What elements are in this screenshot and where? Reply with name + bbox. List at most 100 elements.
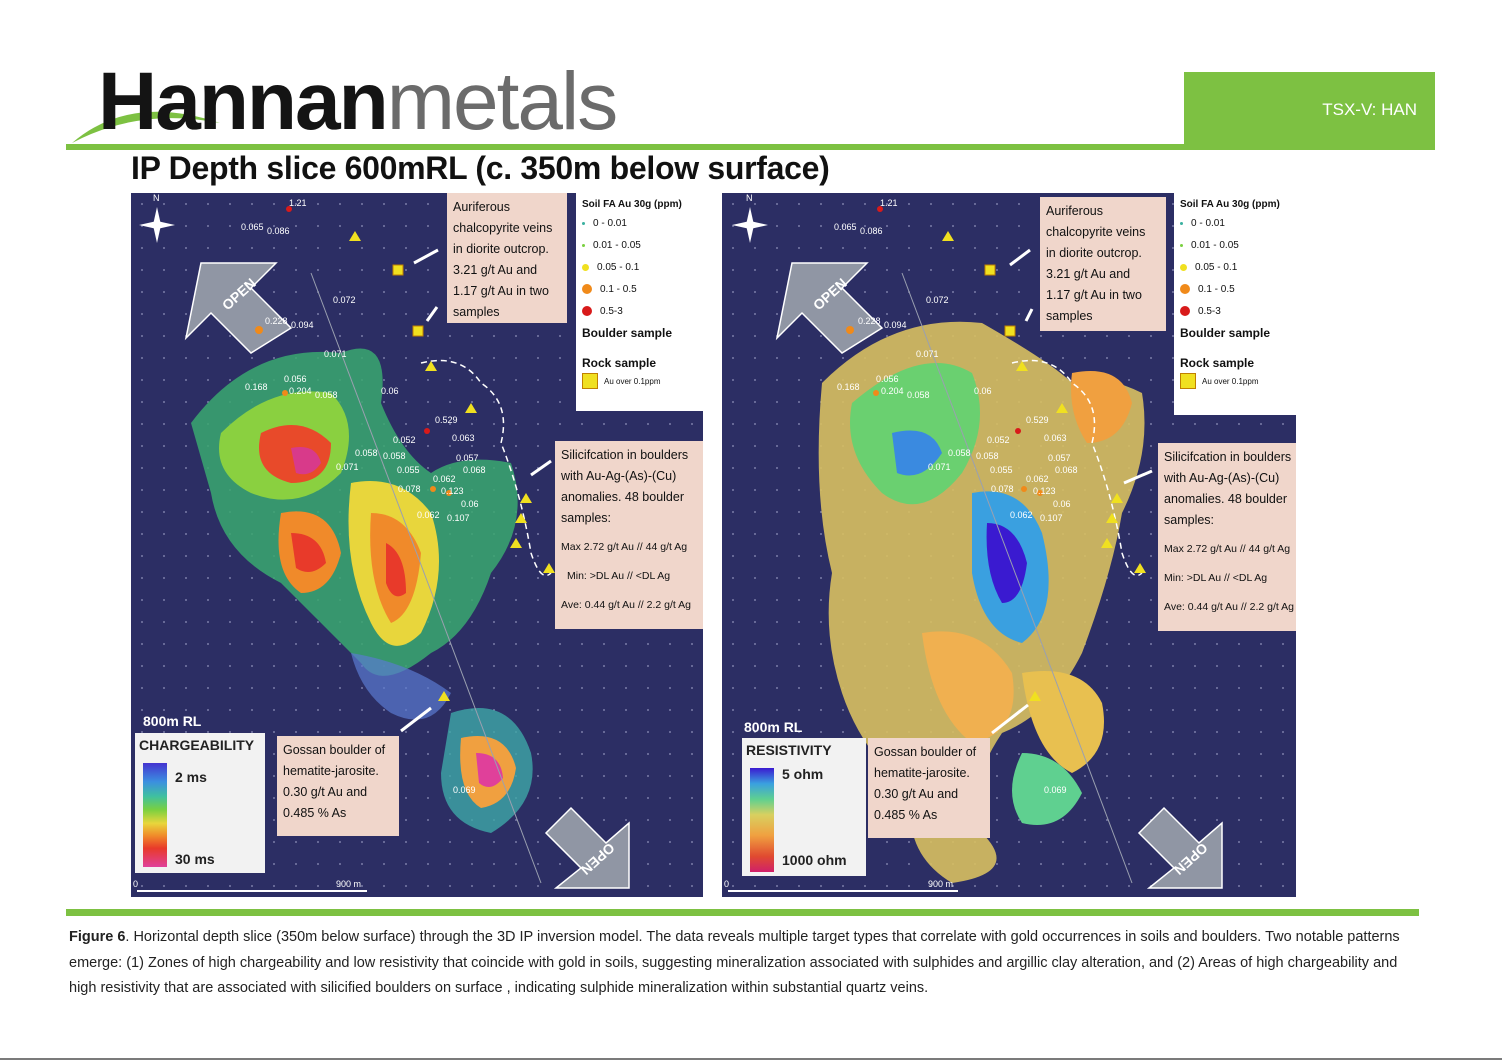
legend-item: 0.5-3	[582, 300, 697, 322]
soil-dot-icon	[582, 263, 589, 271]
soil-dot-icon	[1180, 243, 1183, 247]
soil-dot-icon	[1180, 221, 1183, 225]
scale-min-label: 2 ms	[175, 769, 207, 785]
north-label: N	[746, 193, 753, 203]
legend-item: Au over 0.1ppm	[1180, 370, 1290, 392]
map-value-label: 0.062	[1026, 474, 1049, 484]
ticker-label: TSX-V: HAN	[1322, 100, 1417, 119]
map-value-label: 0.058	[355, 448, 378, 458]
map-value-label: 0.06	[1053, 499, 1071, 509]
north-arrow-icon	[139, 207, 175, 243]
resistivity-scale: RESISTIVITY 5 ohm 1000 ohm	[742, 738, 866, 876]
soil-dot-icon	[582, 243, 585, 247]
map-value-label: 0.228	[858, 316, 881, 326]
map-value-label: 1.21	[880, 198, 898, 208]
map-value-label: 0.071	[928, 462, 951, 472]
map-value-label: 0.094	[291, 320, 314, 330]
gossan-callout: Gossan boulder of hematite-jarosite. 0.3…	[868, 738, 990, 838]
map-value-label: 0.062	[417, 510, 440, 520]
scale-max-label: 1000 ohm	[782, 852, 847, 868]
map-value-label: 0.055	[397, 465, 420, 475]
map-value-label: 0.107	[447, 513, 470, 523]
scale-max-label: 30 ms	[175, 851, 215, 867]
open-arrow-icon	[544, 806, 630, 889]
legend-item: 0 - 0.01	[1180, 212, 1290, 234]
map-value-label: 0.058	[976, 451, 999, 461]
map-value-label: 0.086	[267, 226, 290, 236]
soil-legend: Soil FA Au 30g (ppm) 0 - 0.01 0.01 - 0.0…	[576, 193, 703, 411]
map-value-label: 0.058	[315, 390, 338, 400]
map-value-label: 0.062	[433, 474, 456, 484]
north-label: N	[153, 193, 160, 203]
map-value-label: 0.168	[245, 382, 268, 392]
page-title: IP Depth slice 600mRL (c. 350m below sur…	[131, 150, 830, 186]
map-value-label: 0.052	[393, 435, 416, 445]
legend-item: 0.01 - 0.05	[1180, 234, 1290, 256]
map-value-label: 0.072	[926, 295, 949, 305]
rock-square-icon	[1180, 373, 1196, 389]
map-value-label: 0.058	[383, 451, 406, 461]
scale-min-label: 5 ohm	[782, 766, 824, 782]
page-bottom-rule	[0, 1058, 1502, 1060]
caption-text: . Horizontal depth slice (350m below sur…	[69, 929, 1400, 996]
logo-swoosh-icon	[72, 111, 220, 143]
map-value-label: 0.107	[1040, 513, 1063, 523]
map-value-label: 0.062	[1010, 510, 1033, 520]
map-value-label: 0.057	[1048, 453, 1071, 463]
company-logo: Hannanmetals	[70, 55, 650, 147]
map-value-label: 0.056	[876, 374, 899, 384]
map-value-label: 0.078	[991, 484, 1014, 494]
logo-bold-text: Hannan	[98, 56, 389, 147]
caption-divider	[66, 909, 1419, 916]
open-arrow-icon	[775, 262, 884, 354]
map-value-label: 0.058	[907, 390, 930, 400]
legend-rock: Rock sample	[582, 356, 657, 370]
map-value-label: 0.204	[881, 386, 904, 396]
map-value-label: 0.071	[324, 349, 347, 359]
map-value-label: 0.06	[461, 499, 479, 509]
map-value-label: 0.071	[336, 462, 359, 472]
figure-caption: Figure 6. Horizontal depth slice (350m b…	[69, 925, 1424, 1002]
map-value-label: 0.123	[1033, 486, 1056, 496]
legend-item: Au over 0.1ppm	[582, 370, 697, 392]
map-value-label: 0.094	[884, 320, 907, 330]
map-value-label: 0.071	[916, 349, 939, 359]
open-arrow-icon	[1137, 806, 1223, 889]
open-arrow-icon	[184, 262, 293, 354]
header-divider	[66, 144, 1435, 150]
silicification-callout: Silicifcation in boulders with Au-Ag-(As…	[1158, 443, 1296, 631]
map-value-label: 0.086	[860, 226, 883, 236]
chargeability-map: 1.21 0.065 0.086 0.072 0.228 0.094 0.071…	[131, 193, 703, 897]
soil-legend: Soil FA Au 30g (ppm) 0 - 0.01 0.01 - 0.0…	[1174, 193, 1296, 415]
legend-item: 0 - 0.01	[582, 212, 697, 234]
rl-label: 800m RL	[744, 719, 803, 735]
chalcopyrite-callout: Auriferous chalcopyrite veins in diorite…	[1040, 197, 1166, 331]
legend-item: 0.05 - 0.1	[582, 256, 697, 278]
rl-label: 800m RL	[143, 713, 202, 729]
legend-boulder: Boulder sample	[1180, 326, 1271, 340]
map-value-label: 0.052	[987, 435, 1010, 445]
map-value-label: 1.21	[289, 198, 307, 208]
legend-title: Soil FA Au 30g (ppm)	[582, 199, 682, 210]
north-arrow-icon	[732, 207, 768, 243]
map-value-label: 0.068	[463, 465, 486, 475]
soil-dot-icon	[582, 306, 592, 316]
soil-dot-icon	[582, 284, 592, 294]
soil-dot-icon	[1180, 263, 1187, 271]
map-value-label: 0.204	[289, 386, 312, 396]
map-value-label: 0.068	[1055, 465, 1078, 475]
map-value-label: 0.063	[452, 433, 475, 443]
map-value-label: 0.072	[333, 295, 356, 305]
caption-label: Figure 6	[69, 929, 126, 945]
legend-item: 0.05 - 0.1	[1180, 256, 1290, 278]
map-value-label: 0.069	[453, 785, 476, 795]
map-value-label: 0.06	[381, 386, 399, 396]
legend-item: 0.5-3	[1180, 300, 1290, 322]
legend-item: 0.1 - 0.5	[1180, 278, 1290, 300]
map-value-label: 0.065	[834, 222, 857, 232]
soil-dot-icon	[582, 221, 585, 225]
map-value-label: 0.228	[265, 316, 288, 326]
map-value-label: 0.055	[990, 465, 1013, 475]
map-value-label: 0.168	[837, 382, 860, 392]
map-value-label: 0.069	[1044, 785, 1067, 795]
